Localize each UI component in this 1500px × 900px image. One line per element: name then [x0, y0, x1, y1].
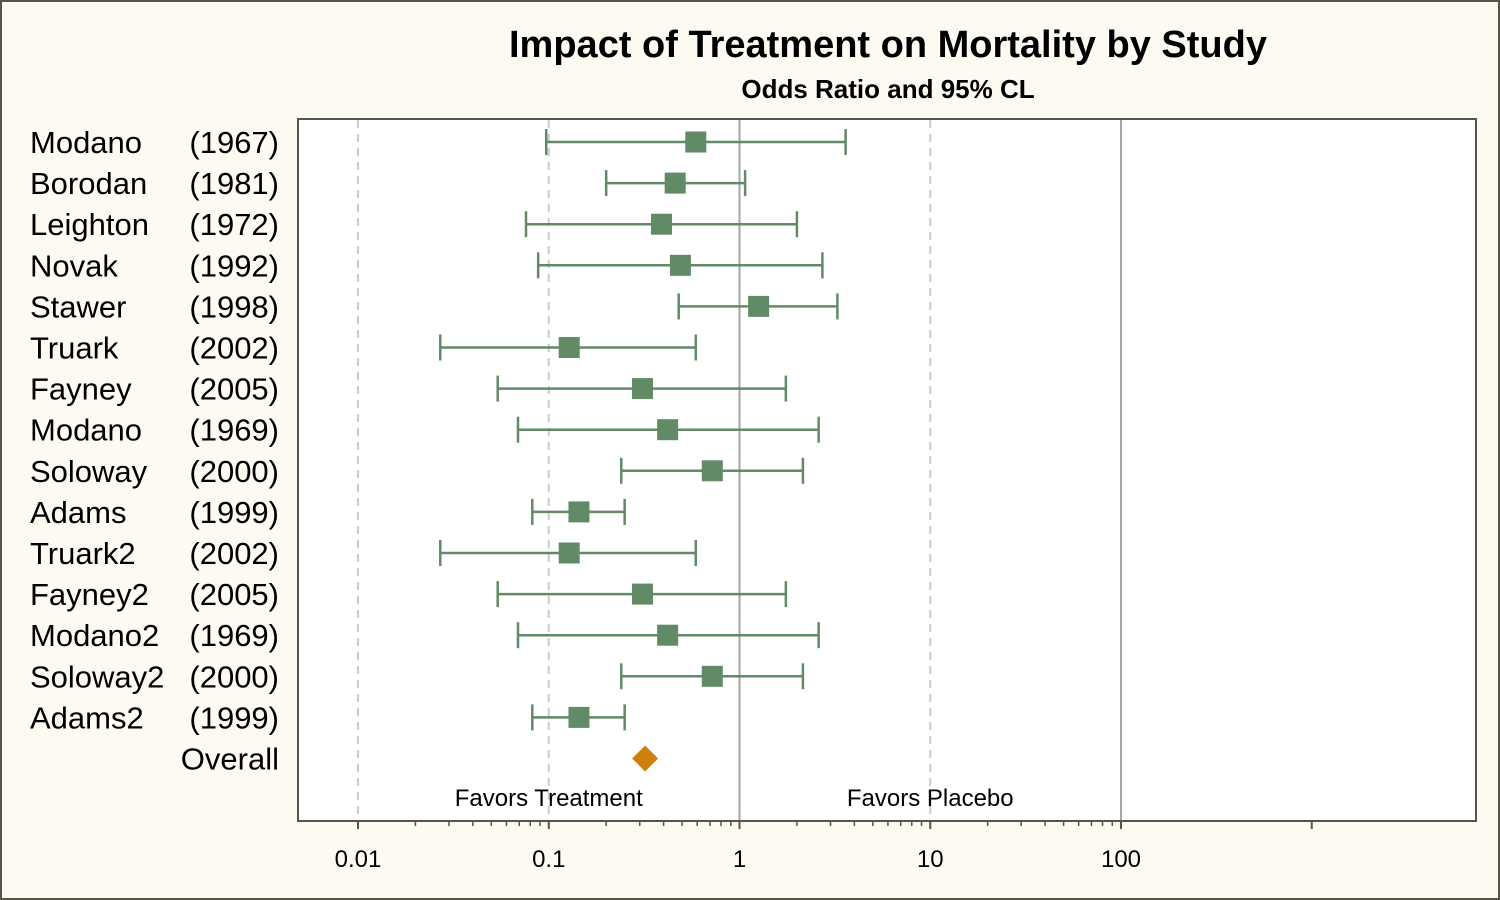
study-year-label: (2005) — [189, 577, 279, 612]
odds-ratio-marker — [701, 665, 723, 687]
odds-ratio-marker — [631, 583, 653, 605]
x-tick-label: 10 — [917, 846, 944, 873]
odds-ratio-marker — [650, 213, 672, 235]
study-year-label: (1992) — [189, 248, 279, 283]
odds-ratio-marker — [657, 419, 679, 441]
study-name-label: Fayney2 — [30, 577, 149, 612]
study-marks — [439, 129, 847, 772]
study-year-label: (2002) — [189, 536, 279, 571]
overall-label: Overall — [181, 742, 279, 777]
study-labels: Modano (1967) Borodan (1981) Leighton (1972) N… — [30, 125, 279, 777]
annotations: Favors Treatment Favors Placebo — [455, 785, 1014, 812]
study-name-label: Novak — [30, 248, 118, 283]
study-year-label: (1999) — [189, 700, 279, 735]
x-tick-label: 1 — [733, 846, 746, 873]
study-year-label: (1972) — [189, 207, 279, 242]
study-name-label: Soloway — [30, 454, 148, 489]
odds-ratio-marker — [657, 624, 679, 646]
chart-title: Impact of Treatment on Mortality by Stud… — [509, 24, 1267, 66]
x-tick-label: 0.01 — [335, 846, 382, 873]
study-name-label: Truark — [30, 331, 119, 366]
study-year-label: (1967) — [189, 125, 279, 160]
study-name-label: Modano — [30, 125, 142, 160]
x-tick-label: 100 — [1101, 846, 1141, 873]
study-name-label: Stawer — [30, 289, 126, 324]
study-name-label: Modano — [30, 413, 142, 448]
odds-ratio-marker — [558, 542, 580, 564]
reference-lines — [357, 120, 1122, 820]
study-name-label: Leighton — [30, 207, 149, 242]
odds-ratio-marker — [669, 254, 691, 276]
odds-ratio-marker — [664, 172, 686, 194]
overall-diamond-marker — [632, 745, 659, 772]
annotation-label: Favors Treatment — [455, 785, 643, 812]
study-year-label: (1981) — [189, 166, 279, 201]
study-year-label: (2005) — [189, 372, 279, 407]
odds-ratio-marker — [568, 706, 590, 728]
x-axis: 0.01 0.1 1 10 100 — [335, 821, 1313, 873]
plot-area — [297, 118, 1477, 822]
odds-ratio-marker — [631, 378, 653, 400]
chart-subtitle: Odds Ratio and 95% CL — [741, 74, 1035, 104]
study-year-label: (1969) — [189, 413, 279, 448]
odds-ratio-marker — [558, 337, 580, 358]
study-year-label: (2000) — [189, 454, 279, 489]
study-name-label: Modano2 — [30, 618, 159, 653]
odds-ratio-marker — [568, 501, 590, 523]
study-name-label: Borodan — [30, 166, 147, 201]
study-year-label: (1998) — [189, 289, 279, 324]
odds-ratio-marker — [685, 131, 707, 153]
study-name-label: Soloway2 — [30, 659, 164, 694]
x-tick-label: 0.1 — [532, 846, 565, 873]
study-name-label: Adams2 — [30, 700, 144, 735]
study-year-label: (2002) — [189, 331, 279, 366]
study-year-label: (1999) — [189, 495, 279, 530]
annotation-label: Favors Placebo — [847, 785, 1014, 812]
odds-ratio-marker — [701, 460, 723, 482]
study-name-label: Fayney — [30, 372, 132, 407]
study-year-label: (1969) — [189, 618, 279, 653]
odds-ratio-marker — [748, 295, 770, 317]
study-year-label: (2000) — [189, 659, 279, 694]
study-name-label: Truark2 — [30, 536, 136, 571]
study-name-label: Adams — [30, 495, 126, 530]
